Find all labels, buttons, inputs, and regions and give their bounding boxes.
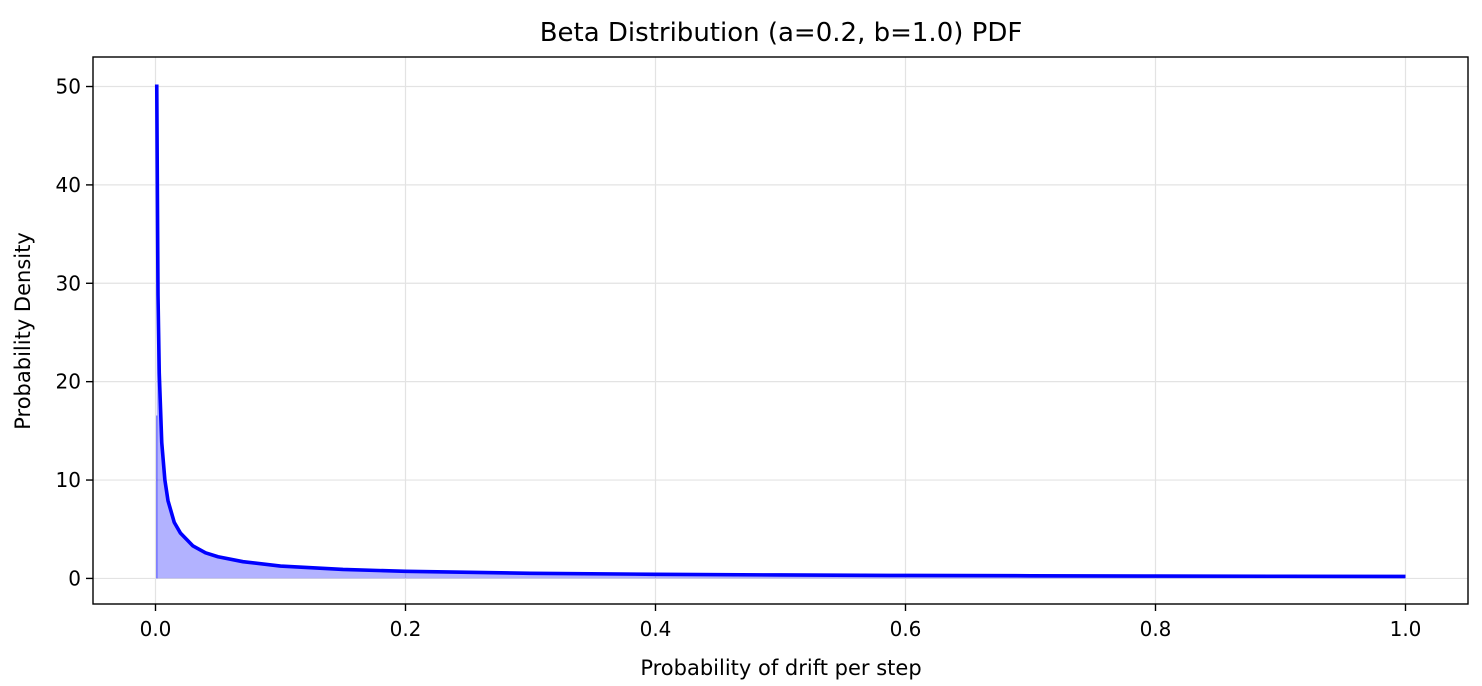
y-tick-label: 30: [56, 271, 81, 295]
y-axis-label: Probability Density: [11, 232, 35, 430]
x-tick-label: 0.6: [890, 617, 922, 641]
y-tick-label: 0: [68, 566, 81, 590]
chart-title: Beta Distribution (a=0.2, b=1.0) PDF: [540, 18, 1023, 48]
x-axis-label: Probability of drift per step: [640, 656, 921, 680]
grid-layer: [93, 57, 1468, 604]
density-line: [154, 84, 1406, 579]
density-fill-area: [156, 84, 1406, 579]
x-tick-label: 0.4: [640, 617, 672, 641]
y-tick-label: 40: [56, 173, 81, 197]
line-layer: [154, 84, 1406, 579]
x-tick-label: 0.8: [1140, 617, 1172, 641]
y-ticks: 0 10 20 30 40 50: [56, 75, 93, 590]
x-tick-label: 1.0: [1390, 617, 1422, 641]
y-tick-label: 10: [56, 468, 81, 492]
y-tick-label: 50: [56, 75, 81, 99]
plot-frame: [92, 56, 1469, 605]
x-tick-label: 0.0: [140, 617, 172, 641]
x-ticks: 0.0 0.2 0.4 0.6 0.8 1.0: [140, 604, 1422, 641]
area-layer: [156, 84, 1406, 579]
x-tick-label: 0.2: [390, 617, 422, 641]
y-tick-label: 20: [56, 370, 81, 394]
